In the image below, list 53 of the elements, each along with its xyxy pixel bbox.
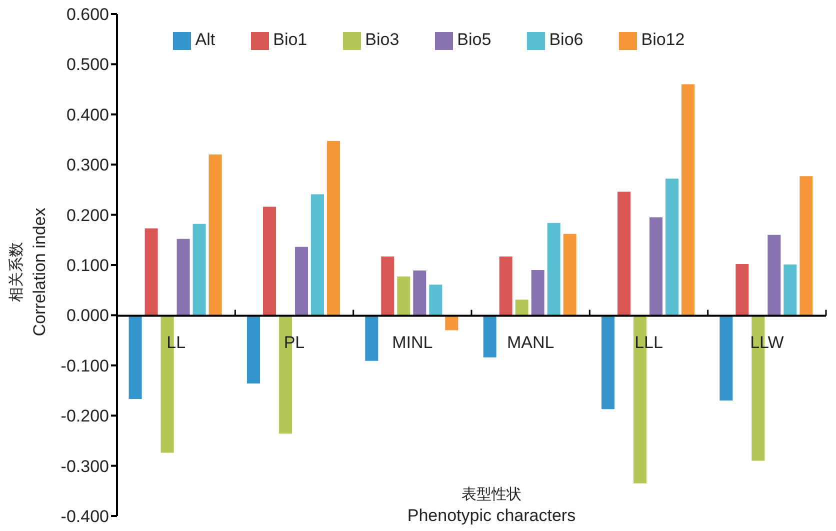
bar bbox=[617, 192, 630, 316]
y-axis-title: 相关系数 Correlation index bbox=[6, 206, 50, 338]
bar bbox=[720, 315, 733, 401]
y-tick-label: -0.100 bbox=[60, 356, 109, 376]
legend-label: Alt bbox=[195, 30, 216, 49]
y-tick-label: 0.100 bbox=[66, 256, 109, 276]
y-tick-label: 0.400 bbox=[66, 105, 109, 124]
y-tick-label: -0.200 bbox=[60, 406, 109, 426]
legend-label: Bio1 bbox=[273, 30, 308, 49]
bar bbox=[176, 238, 190, 316]
legend-label: Bio12 bbox=[641, 30, 685, 49]
bar bbox=[246, 315, 260, 384]
x-tick-label: MINL bbox=[392, 332, 433, 352]
bar bbox=[601, 315, 614, 410]
bar bbox=[192, 224, 206, 316]
bar bbox=[483, 315, 496, 358]
bar bbox=[208, 154, 222, 316]
y-tick-label: -0.400 bbox=[60, 507, 109, 526]
y-tick-label: 0.200 bbox=[66, 206, 109, 225]
y-tick-label: 0.600 bbox=[66, 5, 109, 24]
bar bbox=[397, 276, 410, 316]
bar bbox=[547, 222, 560, 316]
bar bbox=[768, 234, 781, 316]
bar bbox=[445, 315, 458, 330]
bar bbox=[413, 270, 426, 316]
bar bbox=[649, 217, 662, 316]
bar bbox=[310, 194, 324, 316]
bar bbox=[365, 315, 378, 361]
legend-label: Bio5 bbox=[457, 30, 492, 49]
bar bbox=[326, 141, 340, 316]
bar bbox=[563, 234, 576, 316]
y-tick-label: 0.500 bbox=[66, 55, 109, 74]
y-tick-label: 0.300 bbox=[66, 156, 109, 175]
y-tick-label: 0.000 bbox=[66, 306, 109, 326]
bar bbox=[429, 284, 442, 316]
bar bbox=[128, 315, 142, 400]
bar bbox=[784, 264, 797, 316]
bar bbox=[665, 178, 678, 316]
legend-label: Bio3 bbox=[365, 30, 400, 49]
bar bbox=[499, 256, 512, 316]
bar bbox=[144, 228, 158, 316]
bar bbox=[736, 264, 749, 316]
bar bbox=[381, 256, 394, 316]
x-axis-title: 表型性状 Phenotypic characters bbox=[406, 484, 577, 527]
x-tick-label: MANL bbox=[506, 332, 554, 352]
bar bbox=[531, 270, 544, 316]
bar bbox=[515, 300, 528, 316]
bar bbox=[681, 84, 694, 316]
y-tick-label: -0.300 bbox=[60, 456, 109, 476]
bar bbox=[262, 206, 276, 316]
bar bbox=[800, 176, 813, 316]
legend-label: Bio6 bbox=[549, 30, 584, 49]
bar bbox=[294, 246, 308, 316]
